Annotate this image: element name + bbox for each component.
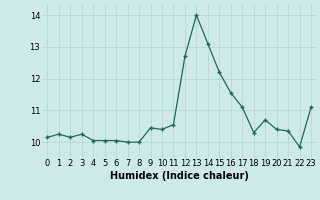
X-axis label: Humidex (Indice chaleur): Humidex (Indice chaleur) xyxy=(110,171,249,181)
